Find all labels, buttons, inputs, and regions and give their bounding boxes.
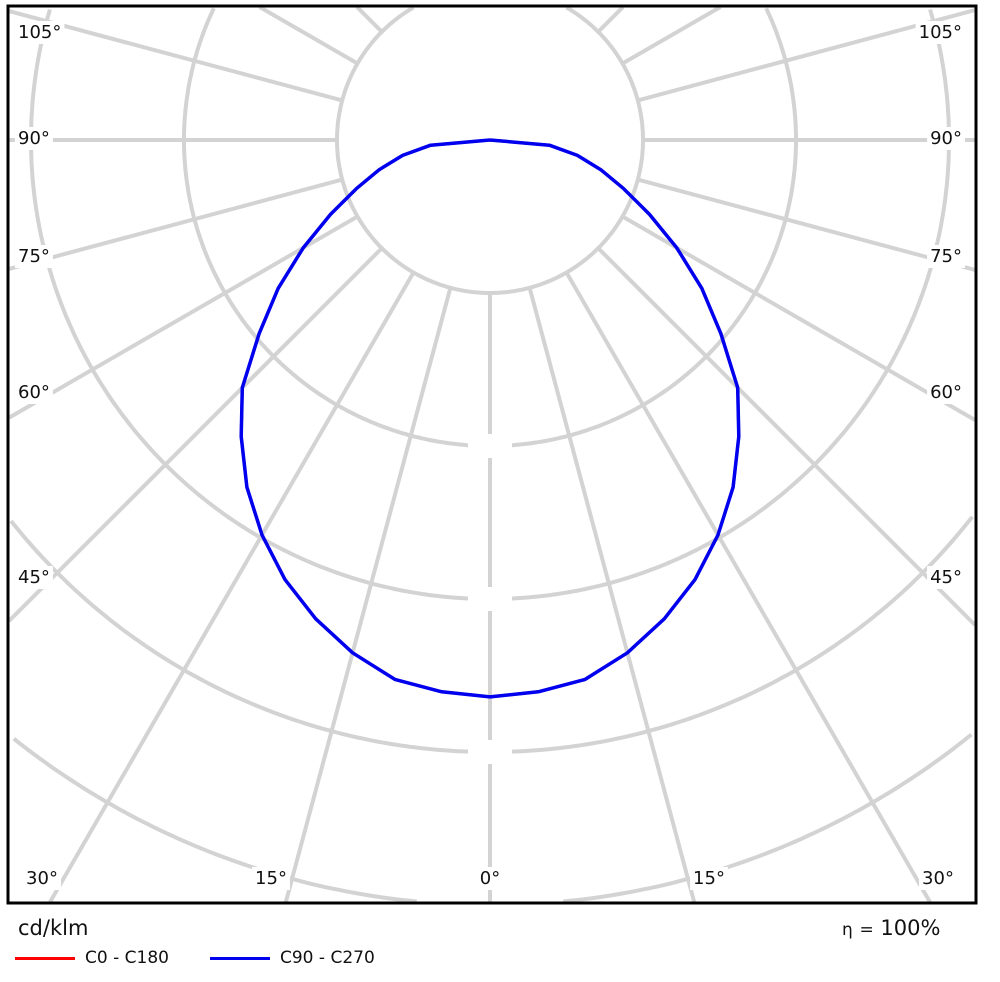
grid-spoke bbox=[564, 271, 932, 904]
efficiency-label: η = 100% bbox=[842, 916, 940, 940]
grid-ring bbox=[182, 7, 490, 448]
label-background bbox=[476, 867, 504, 890]
grid-spoke bbox=[8, 177, 343, 271]
angle-label-left: 45° bbox=[18, 567, 50, 588]
grid-spoke bbox=[283, 287, 453, 903]
label-background bbox=[15, 381, 53, 404]
legend-swatch-red bbox=[15, 956, 75, 960]
legend-label: C90 - C270 bbox=[280, 948, 375, 968]
label-background bbox=[252, 867, 290, 890]
polar-diagram: 105° 105° 90° 90° 75° 75° 60° 60° 45° 45° 30° 15° 0°… bbox=[6, 4, 978, 905]
angle-labels: 105° 105° 90° 90° 75° 75° 60° 60° 45° 45° 30° 15° 0°… bbox=[15, 21, 965, 890]
label-background bbox=[690, 867, 728, 890]
angle-label-right: 60° bbox=[930, 382, 962, 403]
grid-spoke bbox=[637, 177, 976, 272]
grid-spoke bbox=[258, 5, 359, 66]
polar-grid bbox=[7, 5, 977, 904]
angle-label-right: 45° bbox=[930, 567, 962, 588]
equals-sign: = bbox=[859, 920, 874, 940]
legend-item-c90-c270: C90 - C270 bbox=[210, 948, 375, 968]
angle-label-left: 105° bbox=[18, 22, 61, 43]
label-background bbox=[927, 381, 965, 404]
label-background bbox=[927, 127, 965, 150]
angle-label-right: 75° bbox=[930, 246, 962, 267]
label-background bbox=[23, 867, 61, 890]
label-background bbox=[15, 245, 53, 268]
grid-spoke bbox=[621, 5, 722, 66]
grid-ring bbox=[490, 515, 974, 754]
grid-ring bbox=[563, 732, 973, 904]
legend-item-c0-c180: C0 - C180 bbox=[15, 948, 169, 968]
grid-spoke bbox=[527, 287, 697, 903]
angle-label-bottom: 30° bbox=[922, 868, 954, 889]
grid-spoke bbox=[48, 271, 416, 904]
label-background bbox=[915, 21, 965, 44]
angle-label-left: 60° bbox=[18, 382, 50, 403]
legend-swatch-blue bbox=[210, 956, 270, 960]
grid-spoke bbox=[621, 214, 977, 422]
angle-label-left: 75° bbox=[18, 246, 50, 267]
grid-spoke bbox=[7, 246, 384, 623]
angle-label-bottom: 15° bbox=[693, 868, 725, 889]
unit-label: cd/klm bbox=[18, 916, 89, 940]
label-background bbox=[15, 21, 65, 44]
angle-label-left: 90° bbox=[18, 128, 50, 149]
grid-ring bbox=[490, 7, 798, 448]
curve-c90-c270 bbox=[239, 138, 741, 699]
radial-label-gap bbox=[468, 434, 512, 458]
grid-ring bbox=[12, 737, 417, 904]
grid-spoke bbox=[596, 5, 625, 34]
legend-label: C0 - C180 bbox=[85, 948, 169, 968]
curves bbox=[239, 138, 741, 699]
label-background bbox=[927, 566, 965, 589]
label-background bbox=[927, 245, 965, 268]
radial-label-gap bbox=[468, 587, 512, 611]
grid-spoke bbox=[355, 5, 384, 34]
plot-frame bbox=[6, 4, 978, 905]
angle-label-bottom: 15° bbox=[255, 868, 287, 889]
label-background bbox=[15, 127, 53, 150]
grid-spoke bbox=[8, 9, 343, 103]
angle-label-bottom: 30° bbox=[26, 868, 58, 889]
angle-label-right: 105° bbox=[919, 22, 962, 43]
angle-label-bottom: 0° bbox=[480, 868, 500, 889]
grid-ring bbox=[9, 519, 490, 754]
eta-symbol: η bbox=[842, 920, 853, 940]
grid-spoke bbox=[596, 246, 977, 627]
label-background bbox=[919, 867, 957, 890]
grid-spoke bbox=[8, 214, 359, 420]
angle-label-right: 90° bbox=[930, 128, 962, 149]
radial-label-gap bbox=[468, 740, 512, 764]
efficiency-value: 100% bbox=[880, 916, 941, 940]
label-background bbox=[15, 566, 53, 589]
